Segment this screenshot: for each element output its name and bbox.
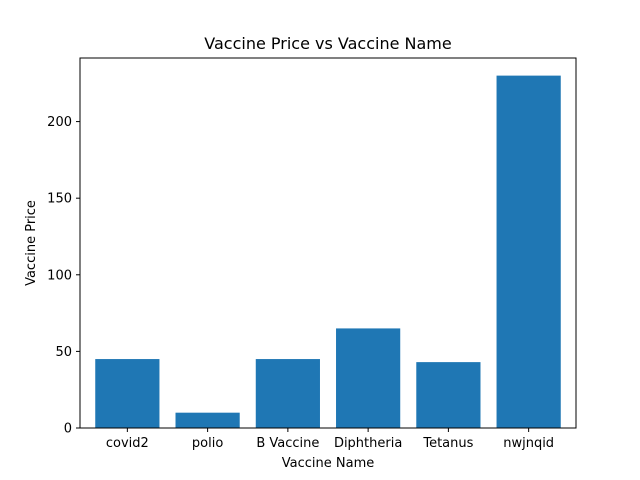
- plot-frame: [79, 57, 577, 429]
- y-tick-label: 100: [47, 268, 72, 283]
- bar-b-vaccine: [255, 359, 320, 428]
- x-tick-label: B Vaccine: [256, 436, 319, 451]
- y-tick-label: 150: [47, 192, 72, 207]
- bar-covid2: [95, 359, 160, 428]
- bars-group: [95, 75, 561, 428]
- y-axis-label: Vaccine Price: [24, 200, 39, 286]
- x-axis-ticks: covid2 polio B Vaccine Diphtheria Tetanus nwj…: [106, 428, 554, 451]
- bar-tetanus: [416, 362, 481, 428]
- y-axis-ticks: 0 50 100 150 200: [47, 115, 80, 437]
- x-axis-label: Vaccine Name: [282, 456, 374, 471]
- x-tick-label: Tetanus: [422, 436, 473, 451]
- x-tick-label: polio: [192, 436, 223, 451]
- y-tick-label: 200: [47, 115, 72, 130]
- bar-polio: [175, 412, 240, 428]
- y-tick-label: 50: [55, 345, 72, 360]
- y-tick-label: 0: [64, 422, 72, 437]
- chart-title: Vaccine Price vs Vaccine Name: [204, 34, 451, 53]
- x-tick-label: Diphtheria: [334, 436, 402, 451]
- x-tick-label: covid2: [106, 436, 149, 451]
- x-tick-label: nwjnqid: [503, 436, 554, 451]
- bar-nwjnqid: [496, 75, 561, 428]
- bar-diphtheria: [336, 328, 401, 428]
